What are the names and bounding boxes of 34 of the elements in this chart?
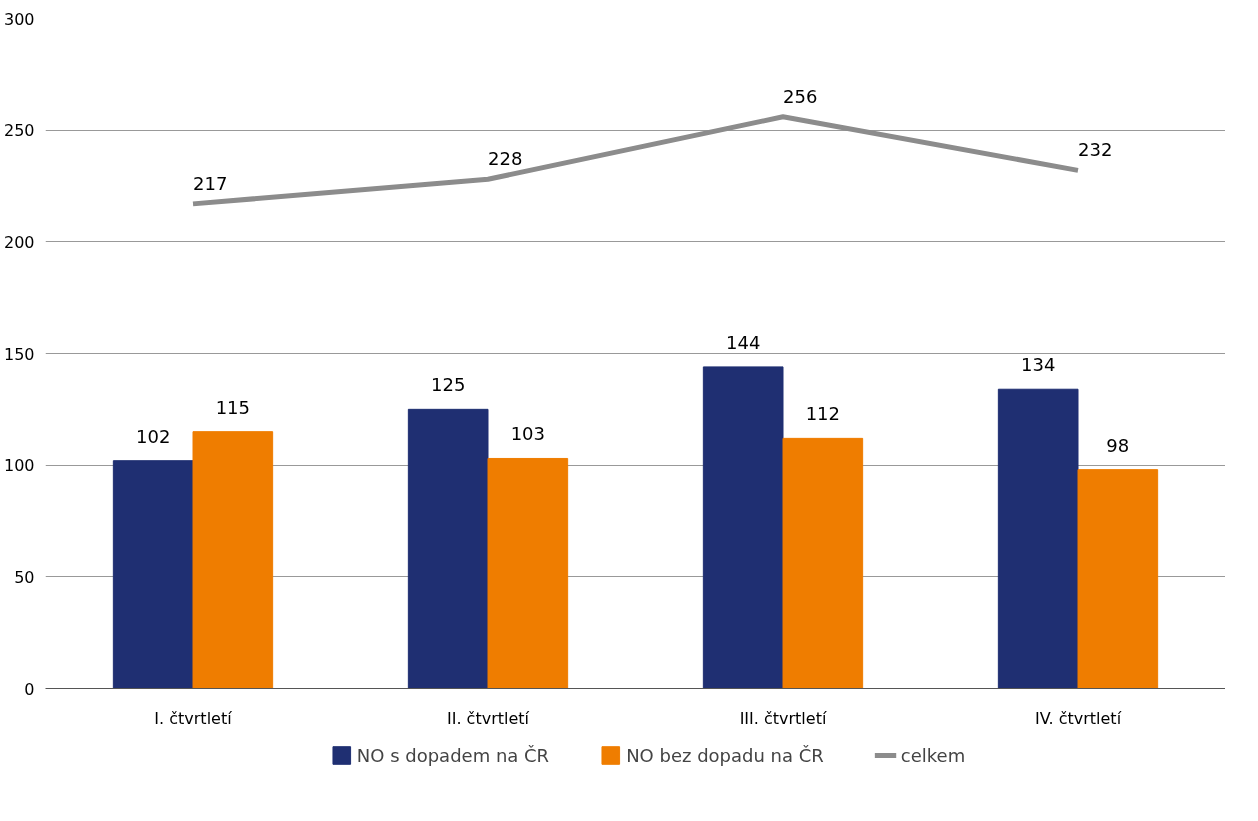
x-tick-label: III. čtvrtletí xyxy=(739,708,827,728)
bar xyxy=(487,457,569,689)
y-tick-label: 100 xyxy=(3,456,35,476)
legend-label: NO s dopadem na ČR xyxy=(356,744,550,766)
y-tick-label: 0 xyxy=(24,679,35,699)
data-label: 134 xyxy=(1021,354,1056,376)
data-label: 112 xyxy=(805,403,841,425)
y-tick-label: 300 xyxy=(3,9,35,29)
bar xyxy=(997,388,1079,689)
x-tick-label: II. čtvrtletí xyxy=(447,708,530,728)
y-tick-label: 250 xyxy=(3,121,35,141)
x-tick-label: I. čtvrtletí xyxy=(154,708,233,728)
y-tick-label: 200 xyxy=(3,232,35,252)
data-label: 103 xyxy=(510,423,546,445)
bar xyxy=(192,431,274,689)
bar xyxy=(1077,469,1159,689)
data-label: 102 xyxy=(136,425,171,447)
legend-label: NO bez dopadu na ČR xyxy=(626,744,824,766)
bar xyxy=(702,366,784,689)
data-label: 115 xyxy=(215,396,251,418)
data-label: 98 xyxy=(1106,434,1130,456)
data-label: 228 xyxy=(488,148,523,170)
data-label: 232 xyxy=(1078,139,1113,161)
y-tick-label: 50 xyxy=(14,567,35,587)
data-label: 125 xyxy=(431,374,466,396)
legend-label: celkem xyxy=(900,744,966,766)
x-tick-label: IV. čtvrtletí xyxy=(1034,708,1122,728)
data-label: 217 xyxy=(193,172,228,194)
bar xyxy=(782,437,864,689)
bar xyxy=(112,460,194,689)
bar xyxy=(407,408,489,689)
y-tick-label: 150 xyxy=(3,344,35,364)
data-label: 144 xyxy=(726,331,761,353)
data-label: 256 xyxy=(783,85,818,107)
